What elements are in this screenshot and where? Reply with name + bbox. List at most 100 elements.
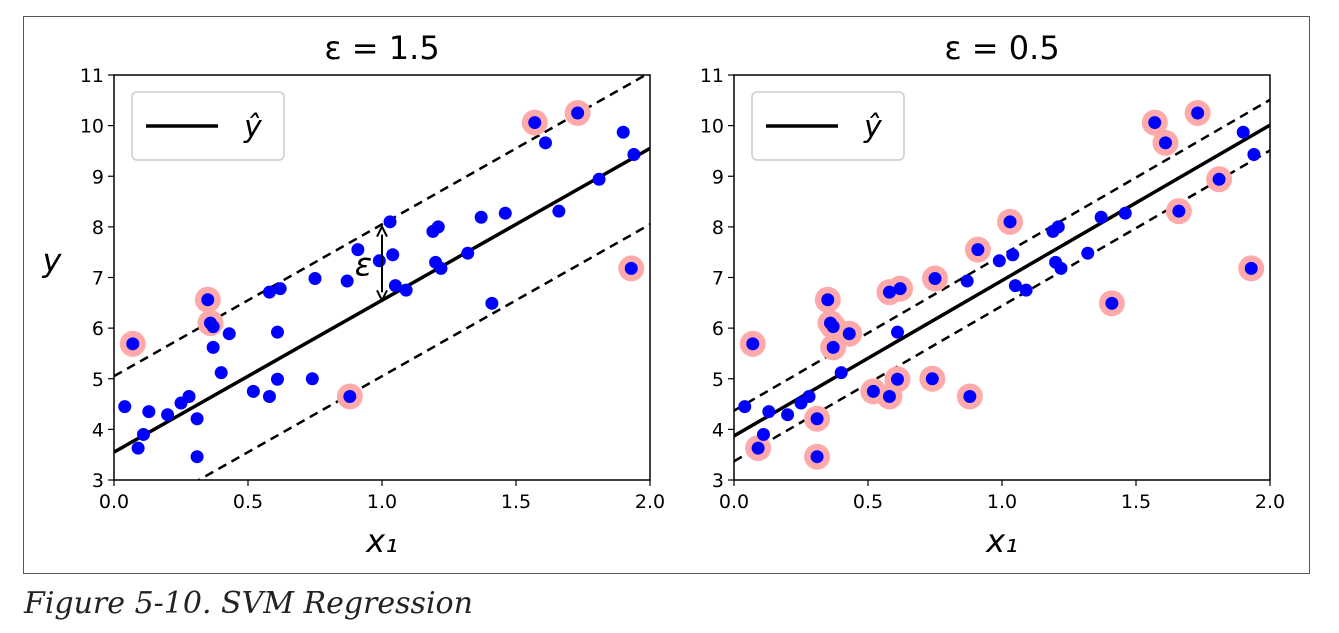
data-point xyxy=(810,412,824,426)
data-point xyxy=(538,136,552,150)
data-point xyxy=(305,372,319,386)
data-point xyxy=(383,215,397,229)
data-point xyxy=(399,283,413,297)
upper-margin-line xyxy=(734,98,1270,412)
data-point xyxy=(474,210,488,224)
data-point xyxy=(1244,261,1258,275)
data-point xyxy=(893,282,907,296)
y-tick-label: 11 xyxy=(80,65,104,87)
data-point xyxy=(928,272,942,286)
x-axis-label: x₁ xyxy=(985,522,1018,560)
data-point xyxy=(826,320,840,334)
epsilon-arrow-head-top xyxy=(376,224,388,238)
data-point xyxy=(214,366,228,380)
plot-area xyxy=(114,75,650,480)
lower-margin-line xyxy=(196,223,650,480)
data-point xyxy=(925,372,939,386)
data-point xyxy=(1212,172,1226,186)
data-point xyxy=(1105,296,1119,310)
figure-frame: ε 0.0 0.5 1.0 1.5 2.0 3 4 5 6 7 8 9 10 11 ε = 1.5 x₁ y ŷ 0.… xyxy=(23,16,1310,574)
data-point xyxy=(434,261,448,275)
data-point xyxy=(201,293,215,307)
data-point xyxy=(1054,261,1068,275)
y-tick-label: 6 xyxy=(712,318,724,340)
y-tick-label: 3 xyxy=(92,470,104,492)
data-point xyxy=(834,366,848,380)
data-point xyxy=(1081,246,1095,260)
data-point xyxy=(1158,136,1172,150)
data-point xyxy=(206,340,220,354)
data-point xyxy=(821,293,835,307)
y-tick-label: 7 xyxy=(712,268,724,290)
data-point xyxy=(386,248,400,262)
data-point xyxy=(262,285,276,299)
data-point xyxy=(308,272,322,286)
data-point xyxy=(1094,210,1108,224)
data-point xyxy=(136,427,150,441)
plot-area xyxy=(734,98,1270,470)
data-point xyxy=(882,389,896,403)
data-point xyxy=(131,441,145,455)
y-tick-label: 6 xyxy=(92,318,104,340)
data-point xyxy=(222,327,236,341)
x-tick-label: 0.0 xyxy=(719,491,749,513)
x-tick-label: 2.0 xyxy=(635,491,665,513)
x-tick-label: 0.5 xyxy=(233,491,263,513)
data-point xyxy=(246,384,260,398)
data-point xyxy=(1191,106,1205,120)
y-axis-label: y xyxy=(42,242,63,280)
epsilon-annotation: ε xyxy=(355,245,372,283)
y-tick-label: 4 xyxy=(712,419,724,441)
data-point xyxy=(262,389,276,403)
data-point xyxy=(270,372,284,386)
data-point xyxy=(616,125,630,139)
data-point xyxy=(756,427,770,441)
chart-title: ε = 0.5 xyxy=(944,29,1059,67)
data-point xyxy=(431,220,445,234)
y-tick-label: 5 xyxy=(712,369,724,391)
data-point xyxy=(781,408,795,422)
y-tick-label: 8 xyxy=(712,217,724,239)
y-tick-label: 4 xyxy=(92,419,104,441)
regression-line xyxy=(734,123,1270,438)
data-point xyxy=(528,116,542,130)
data-point xyxy=(1019,283,1033,297)
upper-margin-line xyxy=(114,75,649,378)
data-point xyxy=(190,412,204,426)
data-point xyxy=(206,320,220,334)
data-point xyxy=(960,274,974,288)
data-point xyxy=(842,327,856,341)
data-point xyxy=(142,405,156,419)
data-point xyxy=(627,147,641,161)
legend-label: ŷ xyxy=(243,110,263,145)
data-point xyxy=(882,285,896,299)
y-tick-label: 8 xyxy=(92,217,104,239)
x-tick-label: 1.5 xyxy=(501,491,531,513)
data-point xyxy=(273,282,287,296)
data-point xyxy=(890,372,904,386)
data-point xyxy=(751,441,765,455)
data-point xyxy=(826,340,840,354)
data-point xyxy=(161,408,175,422)
data-point xyxy=(890,325,904,339)
data-point xyxy=(592,172,606,186)
data-point xyxy=(571,106,585,120)
data-point xyxy=(762,405,776,419)
data-point xyxy=(1236,125,1250,139)
data-point xyxy=(866,384,880,398)
data-point xyxy=(182,389,196,403)
data-point xyxy=(126,337,140,351)
data-point xyxy=(810,450,824,464)
y-tick-label: 11 xyxy=(700,65,724,87)
y-tick-label: 10 xyxy=(80,116,104,138)
data-point xyxy=(118,400,132,414)
data-point xyxy=(461,246,475,260)
data-point xyxy=(1247,147,1261,161)
data-point xyxy=(343,389,357,403)
x-tick-label: 0.5 xyxy=(853,491,883,513)
data-point xyxy=(270,325,284,339)
data-point xyxy=(190,450,204,464)
y-tick-label: 5 xyxy=(92,369,104,391)
data-point xyxy=(963,389,977,403)
